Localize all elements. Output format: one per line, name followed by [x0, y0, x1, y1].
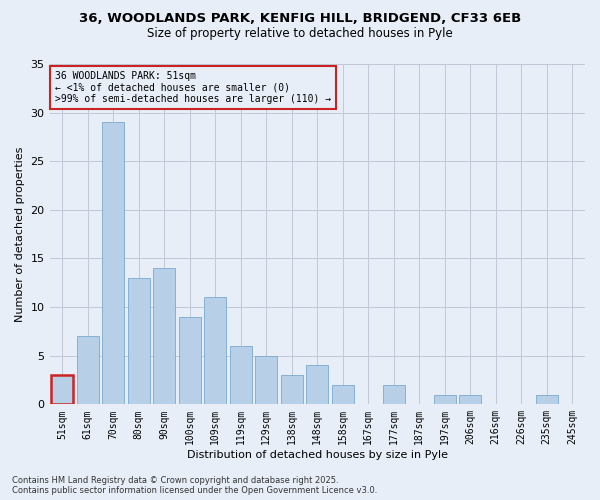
Text: 36, WOODLANDS PARK, KENFIG HILL, BRIDGEND, CF33 6EB: 36, WOODLANDS PARK, KENFIG HILL, BRIDGEN… — [79, 12, 521, 26]
Bar — [128, 278, 149, 404]
Bar — [383, 385, 404, 404]
Bar — [307, 366, 328, 405]
Bar — [77, 336, 98, 404]
Bar — [434, 394, 455, 404]
Bar — [230, 346, 251, 405]
Bar — [460, 394, 481, 404]
Text: 36 WOODLANDS PARK: 51sqm
← <1% of detached houses are smaller (0)
>99% of semi-d: 36 WOODLANDS PARK: 51sqm ← <1% of detach… — [55, 71, 331, 104]
Text: Contains HM Land Registry data © Crown copyright and database right 2025.
Contai: Contains HM Land Registry data © Crown c… — [12, 476, 377, 495]
Bar — [205, 298, 226, 405]
Bar — [52, 375, 73, 404]
Bar — [154, 268, 175, 404]
Bar — [332, 385, 353, 404]
Bar — [536, 394, 557, 404]
Bar — [103, 122, 124, 404]
Text: Size of property relative to detached houses in Pyle: Size of property relative to detached ho… — [147, 28, 453, 40]
Bar — [179, 317, 200, 404]
Y-axis label: Number of detached properties: Number of detached properties — [15, 146, 25, 322]
Bar — [256, 356, 277, 405]
Bar — [281, 375, 302, 404]
X-axis label: Distribution of detached houses by size in Pyle: Distribution of detached houses by size … — [187, 450, 448, 460]
